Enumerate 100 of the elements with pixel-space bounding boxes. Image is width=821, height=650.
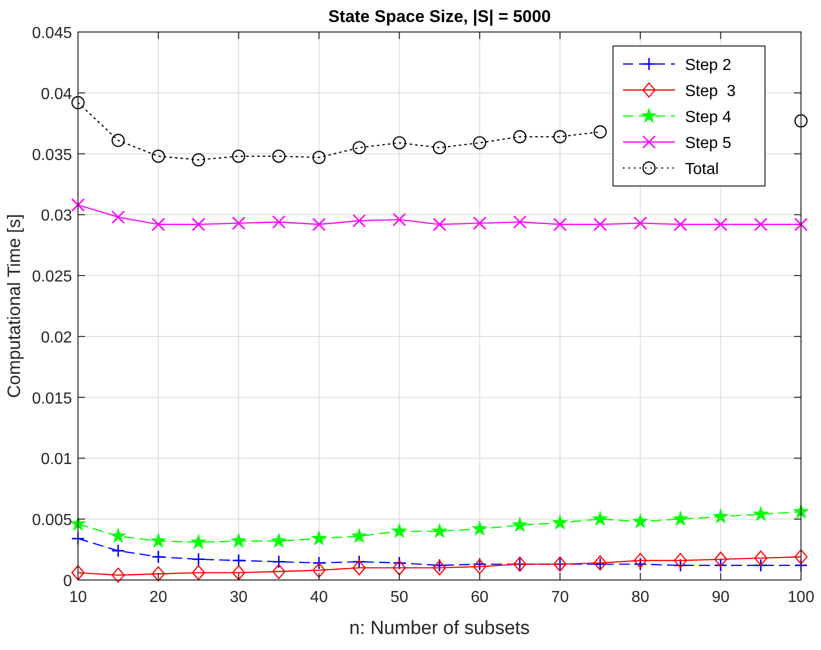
x-axis-title: n: Number of subsets xyxy=(349,618,530,639)
point xyxy=(232,534,246,548)
x-tick-label: 100 xyxy=(788,589,814,606)
y-tick-label: 0.02 xyxy=(40,329,72,346)
y-tick-label: 0.04 xyxy=(40,86,72,103)
point xyxy=(754,506,768,520)
point xyxy=(634,557,648,571)
point xyxy=(352,214,366,228)
point xyxy=(111,528,126,542)
y-axis-title: Computational Time [s] xyxy=(4,214,24,398)
point xyxy=(312,556,326,570)
point xyxy=(392,212,406,226)
point xyxy=(71,96,85,110)
point xyxy=(352,528,366,542)
point xyxy=(352,141,366,154)
point xyxy=(71,532,85,546)
point xyxy=(392,524,406,538)
point xyxy=(192,218,206,232)
point xyxy=(473,559,486,574)
point xyxy=(674,218,688,232)
x-tick-label: 60 xyxy=(470,589,489,606)
legend-label: Step 2 xyxy=(685,57,732,74)
point xyxy=(593,512,608,526)
chart-title: State Space Size, |S| = 5000 xyxy=(328,7,551,26)
legend-label: Total xyxy=(685,161,719,178)
point xyxy=(714,509,728,523)
point xyxy=(594,125,607,138)
point xyxy=(111,210,125,224)
point xyxy=(71,198,85,212)
point xyxy=(674,552,688,568)
point xyxy=(472,521,487,536)
point xyxy=(312,531,326,545)
x-tick-label: 90 xyxy=(712,589,730,606)
point xyxy=(191,534,206,548)
point xyxy=(472,557,486,571)
point xyxy=(392,556,406,570)
point xyxy=(152,150,165,163)
point xyxy=(472,216,486,230)
point xyxy=(272,150,286,163)
x-tick-label: 20 xyxy=(149,589,168,606)
x-tick-label: 40 xyxy=(310,589,328,606)
point xyxy=(152,550,166,564)
point xyxy=(553,130,567,144)
point xyxy=(634,552,647,568)
point xyxy=(352,554,366,568)
legend-label: Step 4 xyxy=(685,109,732,126)
point xyxy=(473,136,486,150)
point xyxy=(673,512,688,526)
point xyxy=(794,218,808,232)
point xyxy=(71,565,85,580)
point xyxy=(232,565,246,580)
point xyxy=(232,150,246,163)
point xyxy=(794,549,808,564)
y-tick-label: 0.03 xyxy=(40,208,72,225)
x-tick-label: 50 xyxy=(390,589,408,606)
point xyxy=(432,141,446,154)
point xyxy=(151,534,166,548)
point xyxy=(552,515,568,529)
point xyxy=(754,558,768,572)
point xyxy=(432,558,446,572)
point xyxy=(392,560,406,576)
point xyxy=(272,554,286,568)
point xyxy=(272,564,286,580)
legend-label: Step 3 xyxy=(685,83,736,100)
point xyxy=(553,218,567,232)
point xyxy=(312,218,326,232)
point xyxy=(152,566,165,582)
point xyxy=(312,150,326,164)
y-tick-label: 0.015 xyxy=(32,390,72,408)
x-tick-label: 80 xyxy=(631,589,650,606)
point xyxy=(192,153,206,166)
point xyxy=(633,514,648,528)
point xyxy=(232,554,246,568)
point xyxy=(512,518,527,532)
y-tick-label: 0 xyxy=(63,573,72,590)
y-tick-label: 0.035 xyxy=(32,146,72,164)
x-tick-label: 10 xyxy=(69,589,87,606)
y-tick-label: 0.025 xyxy=(32,268,72,286)
y-tick-label: 0.01 xyxy=(40,451,72,468)
point xyxy=(432,218,446,232)
point xyxy=(432,524,447,538)
point xyxy=(794,504,808,518)
point xyxy=(714,552,728,567)
point xyxy=(392,136,406,150)
point xyxy=(794,558,808,572)
point xyxy=(112,134,125,147)
point xyxy=(432,560,446,576)
point xyxy=(152,218,166,232)
x-tick-label: 30 xyxy=(230,589,248,606)
point xyxy=(593,218,607,232)
point xyxy=(513,215,527,229)
point xyxy=(112,568,125,583)
x-tick-label: 70 xyxy=(551,589,569,606)
point xyxy=(232,216,246,230)
point xyxy=(272,534,286,548)
point xyxy=(714,218,728,232)
point xyxy=(754,218,768,232)
point xyxy=(192,565,206,580)
point xyxy=(634,216,648,230)
y-tick-label: 0.045 xyxy=(32,25,72,42)
